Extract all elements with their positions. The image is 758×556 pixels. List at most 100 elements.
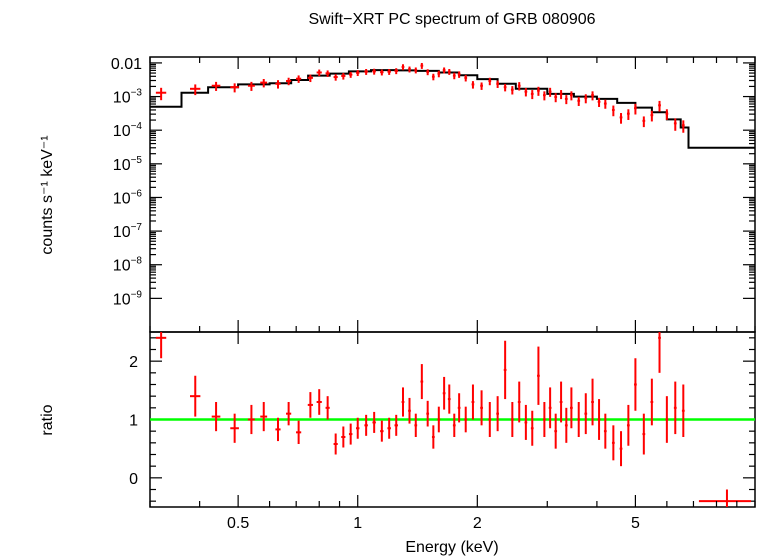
spectrum-data-point — [611, 105, 615, 117]
spectrum-data-point — [408, 66, 411, 73]
spectrum-data-point — [564, 95, 568, 105]
spectrum-data-point — [577, 96, 581, 106]
spectrum-data-point — [355, 70, 360, 77]
ratio-data-point — [673, 381, 677, 435]
ratio-data-point — [420, 364, 424, 400]
ratio-data-point — [275, 417, 281, 442]
spectrum-data-point — [548, 87, 552, 97]
ratio-data-point — [584, 393, 588, 435]
spectrum-data-point — [642, 116, 646, 128]
ratio-data-point — [387, 417, 391, 439]
spectrum-data-point — [230, 83, 239, 93]
spectrum-data-point — [570, 91, 573, 101]
ratio-data-point — [611, 425, 615, 461]
spectrum-data-point — [591, 91, 594, 101]
spectrum-data-point — [307, 74, 313, 83]
ratio-data-point — [457, 393, 461, 423]
spectrum-data-points — [155, 62, 685, 133]
y-tick-label: 0.01 — [111, 56, 142, 73]
spectrum-data-point — [464, 74, 468, 82]
spectrum-data-point — [426, 69, 430, 76]
ratio-data-point — [348, 423, 353, 445]
ratio-data-point — [503, 340, 507, 400]
spectrum-y-ticks: 0.01 10−3 10−4 10−5 10−6 10−7 10−8 10−9 — [111, 56, 755, 308]
ratio-data-point — [517, 381, 521, 423]
spectrum-panel-frame — [149, 56, 756, 333]
spectrum-data-point — [437, 70, 441, 78]
ratio-data-point — [642, 413, 646, 455]
top-y-axis-label: counts s⁻¹ keV⁻¹ — [39, 135, 56, 254]
spectrum-data-point — [414, 67, 418, 74]
spectrum-data-point — [447, 68, 451, 75]
ratio-data-point — [394, 414, 398, 436]
x-axis-ticks: 0.5 1 2 5 — [149, 57, 756, 532]
spectrum-data-point — [681, 120, 685, 133]
spectrum-data-point — [452, 72, 456, 80]
ratio-panel: 0 1 2 — [129, 331, 756, 508]
ratio-data-point — [333, 433, 338, 455]
spectrum-data-point — [372, 68, 376, 75]
y-tick-label: 10−9 — [113, 289, 143, 308]
spectrum-data-point — [496, 80, 500, 88]
spectrum-data-point — [341, 73, 346, 80]
spectrum-data-point — [431, 73, 435, 81]
ratio-data-point — [542, 402, 546, 437]
spectrum-data-point — [275, 80, 281, 89]
ratio-data-point — [570, 387, 573, 429]
y-tick-label: 10−4 — [113, 121, 143, 140]
ratio-data-point — [364, 414, 368, 436]
spectrum-panel: 0.01 10−3 10−4 10−5 10−6 10−7 10−8 10−9 — [111, 56, 756, 333]
y-tick-label: 10−3 — [113, 88, 143, 107]
ratio-data-point — [341, 426, 346, 448]
ratio-data-point — [480, 390, 483, 426]
ratio-data-point — [564, 407, 568, 443]
ratio-data-points — [155, 332, 752, 507]
spectrum-data-point — [510, 86, 514, 95]
spectrum-data-point — [626, 109, 630, 120]
spectrum-data-point — [380, 69, 384, 76]
ratio-data-point — [211, 402, 221, 432]
ratio-data-point — [380, 420, 384, 442]
spectrum-data-point — [524, 88, 528, 97]
ratio-data-point — [658, 332, 661, 373]
spectrum-data-point — [603, 99, 607, 109]
spectrum-data-point — [190, 84, 201, 96]
model-line — [150, 69, 755, 149]
spectrum-data-point — [471, 81, 475, 89]
spectrum-data-point — [673, 118, 677, 131]
spectrum-data-point — [420, 62, 424, 69]
ratio-data-point — [537, 346, 540, 405]
spectrum-data-point — [559, 90, 563, 100]
spectrum-data-point — [542, 91, 546, 101]
ratio-data-point — [316, 389, 322, 415]
ratio-data-point — [155, 332, 167, 359]
spectrum-data-point — [517, 82, 521, 91]
spectrum-data-point — [530, 90, 534, 100]
ratio-data-point — [603, 413, 607, 449]
spectrum-data-point — [247, 81, 255, 91]
ratio-data-point — [296, 420, 302, 444]
y-tick-label: 10−5 — [113, 155, 143, 174]
ratio-tick-label: 0 — [129, 471, 138, 488]
ratio-data-point — [577, 402, 581, 437]
spectrum-data-point — [348, 71, 353, 78]
ratio-data-point — [626, 404, 630, 446]
ratio-data-point — [650, 378, 654, 426]
ratio-data-point — [190, 375, 201, 417]
ratio-data-point — [307, 392, 313, 418]
ratio-data-point — [447, 384, 451, 414]
model-step-curve — [150, 69, 755, 149]
ratio-data-point — [681, 384, 685, 437]
ratio-data-point — [619, 431, 623, 467]
spectrum-data-point — [488, 77, 492, 86]
ratio-data-point — [230, 413, 239, 443]
spectrum-data-point — [665, 109, 669, 120]
ratio-data-point — [260, 402, 268, 432]
spectrum-data-point — [316, 69, 322, 77]
ratio-data-point — [442, 376, 446, 410]
spectrum-data-point — [155, 87, 167, 101]
y-tick-label: 10−8 — [113, 256, 143, 275]
ratio-data-point — [426, 400, 430, 427]
spectrum-data-point — [333, 74, 338, 81]
ratio-data-point — [591, 378, 594, 426]
